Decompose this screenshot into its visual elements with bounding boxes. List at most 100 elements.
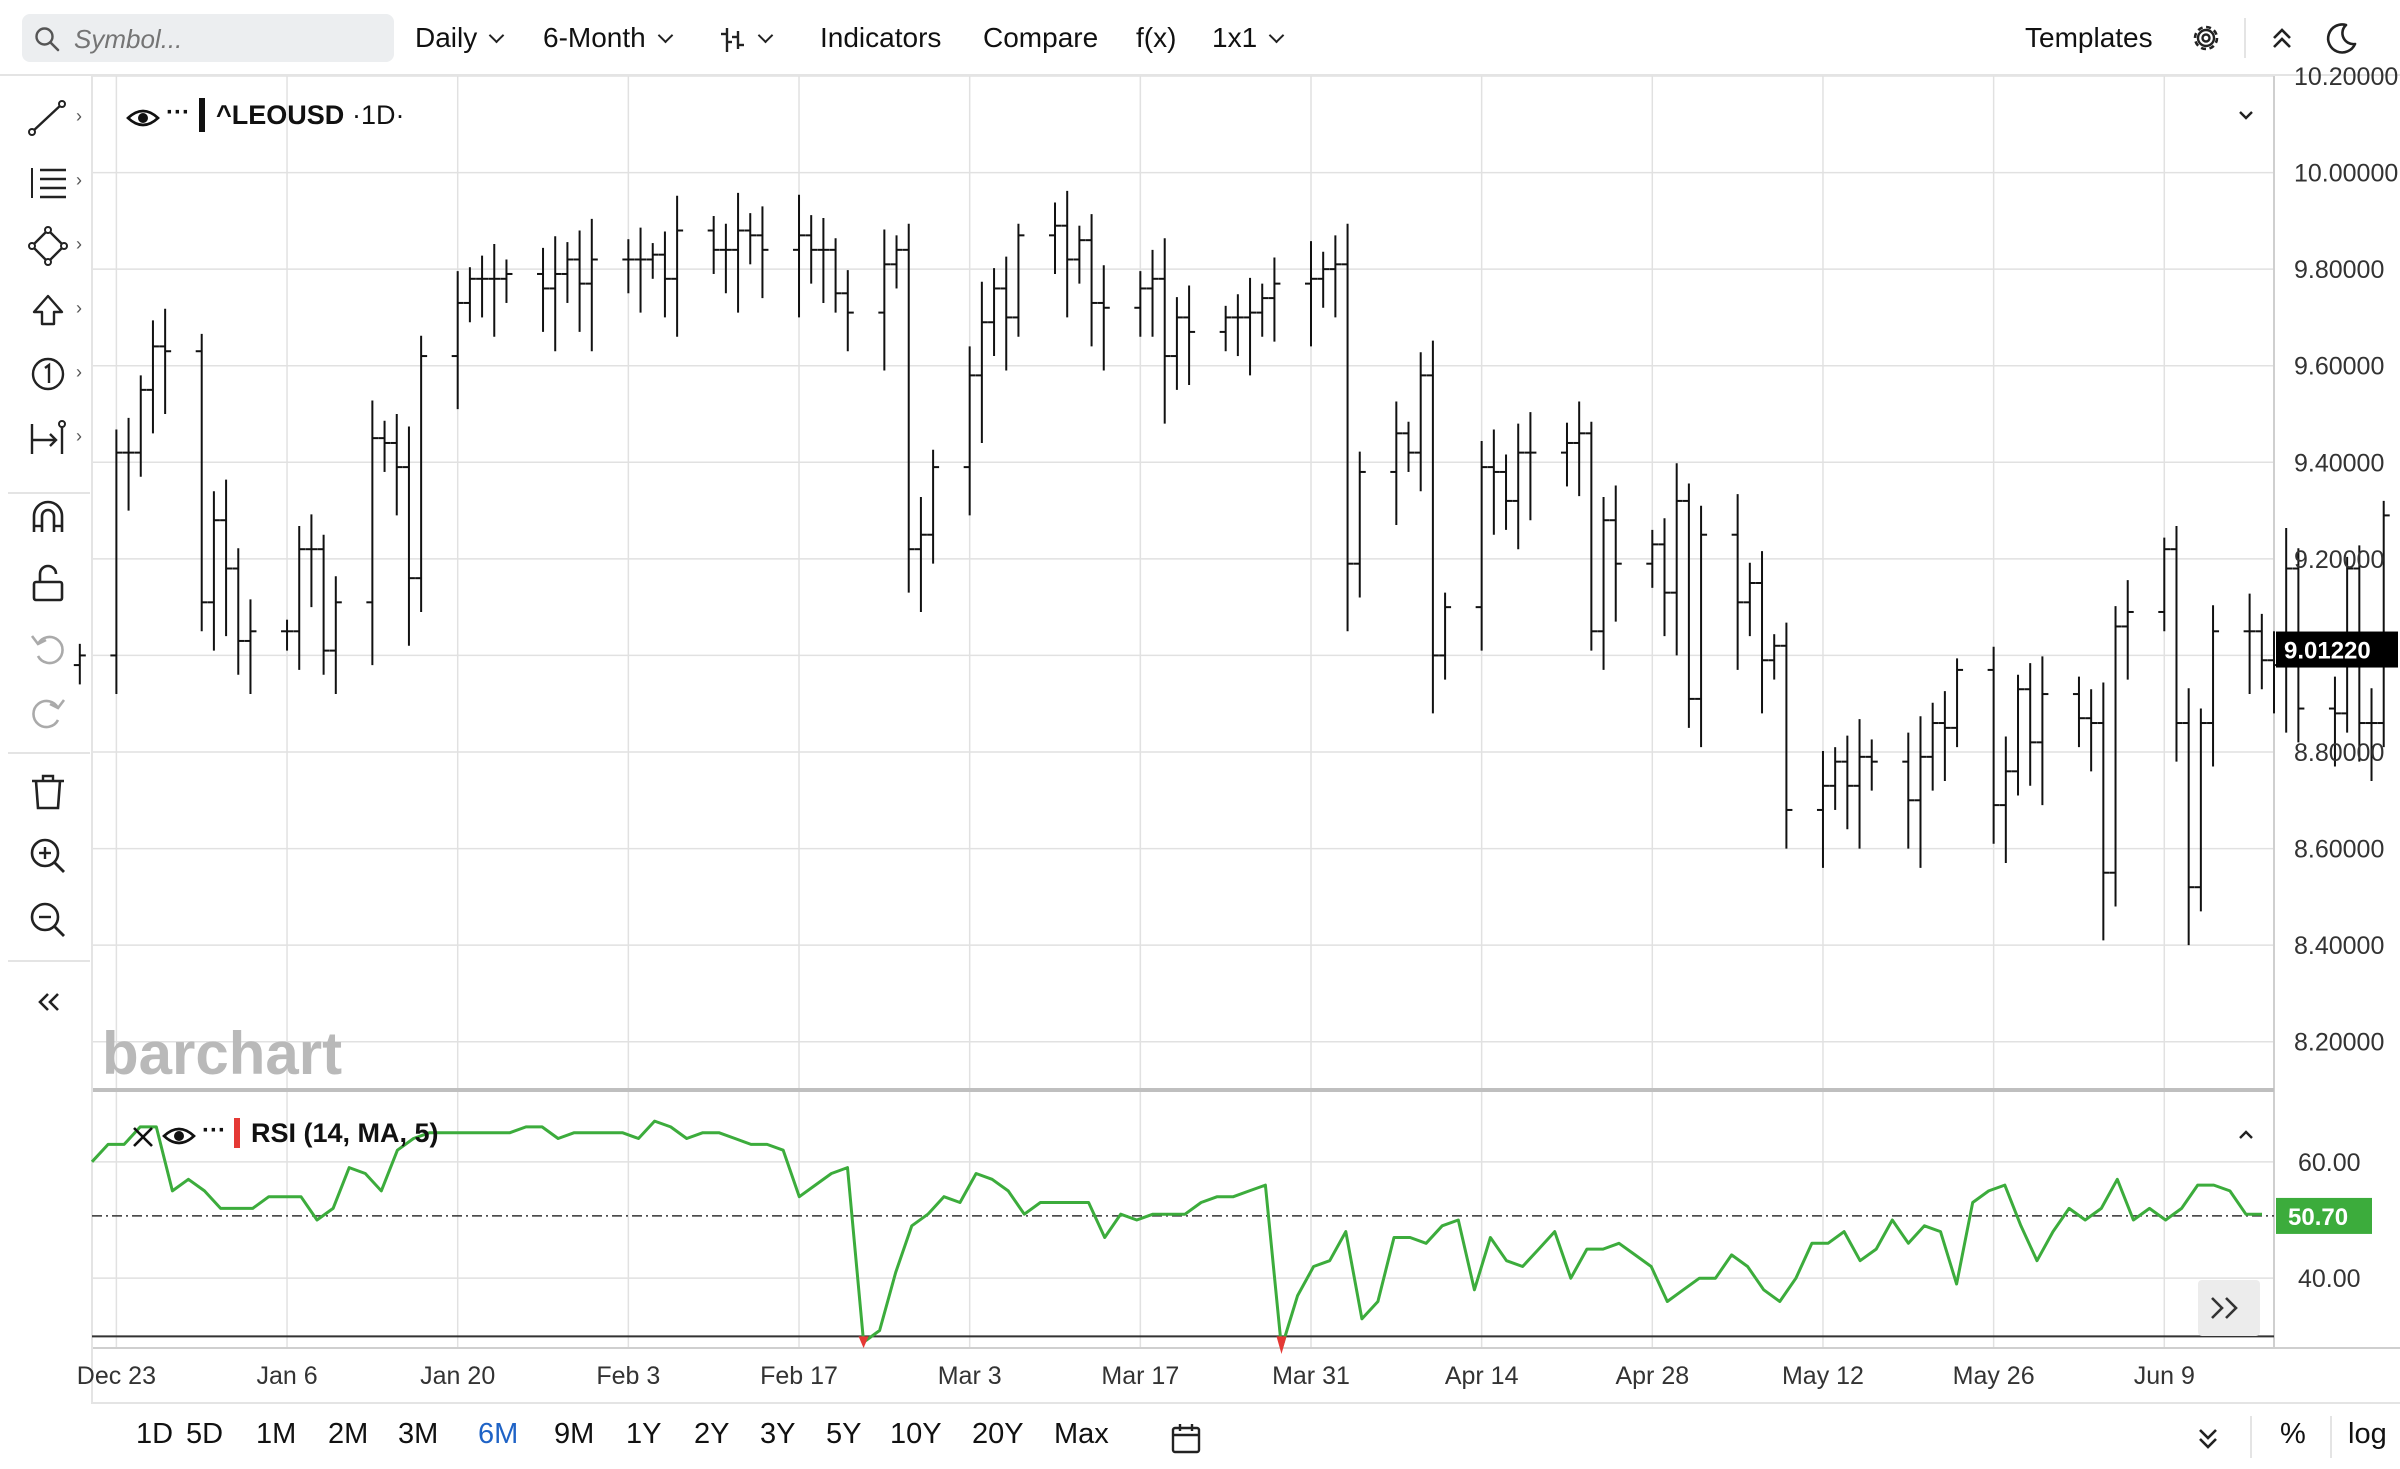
time-tick-label: Dec 23 — [77, 1362, 156, 1390]
price-axis-labels: 10.20000 10.00000 9.80000 9.60000 9.40000 9.2… — [2276, 63, 2398, 1293]
double-chevron-down-icon[interactable] — [2190, 1420, 2226, 1456]
time-tick-label: Mar 17 — [1101, 1362, 1179, 1390]
range-button-3m[interactable]: 3M — [398, 1418, 439, 1450]
numbered-marker-icon — [31, 357, 65, 391]
redo-button[interactable] — [26, 690, 70, 734]
price-tick-label: 10.00000 — [2294, 160, 2398, 188]
chart-type-dropdown[interactable] — [718, 22, 774, 55]
watermark-logo: barchart — [102, 1020, 342, 1087]
period-label: 6-Month — [543, 22, 646, 53]
range-button-20y[interactable]: 20Y — [972, 1418, 1024, 1450]
trend-line-tool[interactable]: › — [26, 96, 82, 140]
undo-button[interactable] — [26, 626, 70, 670]
range-button-1m[interactable]: 1M — [256, 1418, 297, 1450]
symbol-search[interactable] — [22, 14, 394, 62]
measure-tool[interactable]: › — [26, 416, 82, 460]
range-button-5d[interactable]: 5D — [186, 1418, 224, 1450]
range-button-3y[interactable]: 3Y — [760, 1418, 796, 1450]
zoom-out-button[interactable] — [26, 898, 70, 942]
rsi-tick-label: 60.00 — [2298, 1149, 2361, 1177]
fibonacci-tool[interactable]: › — [26, 160, 82, 204]
interval-dropdown[interactable]: Daily — [415, 22, 505, 54]
toolbar-divider — [2244, 18, 2246, 58]
range-button-10y[interactable]: 10Y — [890, 1418, 942, 1450]
range-button-2y[interactable]: 2Y — [694, 1418, 730, 1450]
chevron-right-icon: › — [76, 298, 82, 318]
range-button-9m[interactable]: 9M — [554, 1418, 595, 1450]
range-button-1y[interactable]: 1Y — [626, 1418, 662, 1450]
percent-scale-toggle[interactable]: % — [2280, 1418, 2306, 1450]
collapse-sidebar-button[interactable] — [26, 980, 70, 1024]
compare-button[interactable]: Compare — [983, 22, 1099, 53]
layout-dropdown[interactable]: 1x1 — [1212, 22, 1285, 54]
log-scale-toggle[interactable]: log — [2348, 1418, 2387, 1450]
templates-button[interactable]: Templates — [2025, 22, 2153, 53]
price-tick-label: 10.20000 — [2294, 63, 2398, 91]
eye-icon — [126, 109, 160, 127]
magnet-tool[interactable] — [26, 496, 70, 540]
price-chart[interactable]: barchart 10.20000 10.00000 9.80000 9.60000 9… — [0, 0, 2400, 1404]
chevron-up-icon[interactable] — [2239, 1130, 2253, 1139]
chevron-down-icon[interactable] — [2239, 111, 2253, 120]
range-button-5y[interactable]: 5Y — [826, 1418, 862, 1450]
price-tick-label: 8.20000 — [2294, 1029, 2384, 1057]
rsi-oversold-marker — [1276, 1336, 1287, 1354]
indicators-button[interactable]: Indicators — [820, 22, 942, 53]
legend-symbol: ^LEOUSD — [216, 100, 344, 130]
chevron-right-icon: › — [76, 170, 82, 190]
fib-lines-icon — [31, 168, 66, 199]
bottom-divider — [2250, 1416, 2252, 1458]
rsi-legend-label: RSI (14, MA, 5) — [251, 1118, 439, 1148]
time-tick-label: Mar 3 — [938, 1362, 1002, 1390]
moon-icon[interactable] — [2322, 18, 2362, 58]
symbol-search-input[interactable] — [72, 20, 376, 58]
remove-indicator-button[interactable] — [133, 1127, 153, 1147]
zoom-in-button[interactable] — [26, 834, 70, 878]
price-tick-label: 9.40000 — [2294, 449, 2384, 477]
sidebar-divider — [8, 492, 90, 494]
zoom-out-icon — [30, 902, 65, 937]
layout-label: 1x1 — [1212, 22, 1258, 53]
time-tick-label: May 26 — [1953, 1362, 2035, 1390]
calendar-icon[interactable] — [1168, 1420, 1204, 1456]
legend-options[interactable]: ··· — [166, 99, 190, 126]
measure-icon — [30, 420, 66, 454]
scroll-to-latest-button[interactable] — [2198, 1280, 2260, 1336]
top-toolbar: Daily 6-Month Indicators Compare f(x) 1x… — [0, 0, 2400, 76]
delete-drawings-button[interactable] — [26, 770, 70, 814]
function-button[interactable]: f(x) — [1136, 22, 1177, 53]
trend-line-icon — [28, 100, 66, 136]
range-button-2m[interactable]: 2M — [328, 1418, 369, 1450]
collapse-up-icon[interactable] — [2262, 18, 2302, 58]
range-button-6m[interactable]: 6M — [478, 1418, 519, 1450]
range-button-1d[interactable]: 1D — [136, 1418, 174, 1450]
eye-pupil — [138, 113, 148, 123]
rsi-value-badge — [2276, 1197, 2372, 1234]
unlock-icon — [32, 564, 64, 602]
range-button-max[interactable]: Max — [1054, 1418, 1109, 1450]
time-tick-label: Apr 14 — [1445, 1362, 1519, 1390]
last-price-badge — [2276, 631, 2398, 668]
arrow-tool[interactable]: › — [26, 288, 82, 332]
price-tick-label: 8.60000 — [2294, 836, 2384, 864]
price-tick-label: 8.40000 — [2294, 932, 2384, 960]
chevron-right-icon: › — [76, 362, 82, 382]
shapes-tool[interactable]: › — [26, 224, 82, 268]
rsi-legend-options[interactable]: ··· — [202, 1117, 226, 1144]
lock-tool[interactable] — [26, 562, 70, 606]
chart-canvas — [92, 76, 2274, 1404]
chevron-right-icon: › — [76, 426, 82, 446]
rsi-visibility-toggle[interactable] — [162, 1127, 196, 1145]
time-tick-label: Jun 9 — [2134, 1362, 2195, 1390]
eye-icon — [162, 1127, 196, 1145]
gear-icon[interactable] — [2186, 18, 2226, 58]
zoom-in-icon — [30, 838, 65, 873]
double-chevron-right-icon-second — [2225, 1297, 2238, 1319]
search-icon — [35, 27, 60, 52]
redo-icon — [32, 699, 66, 729]
visibility-toggle[interactable] — [126, 109, 160, 127]
price-tick-label: 8.80000 — [2294, 739, 2384, 767]
annotation-tool[interactable]: › — [26, 352, 82, 396]
period-dropdown[interactable]: 6-Month — [543, 22, 673, 54]
bottom-divider — [2330, 1416, 2332, 1458]
